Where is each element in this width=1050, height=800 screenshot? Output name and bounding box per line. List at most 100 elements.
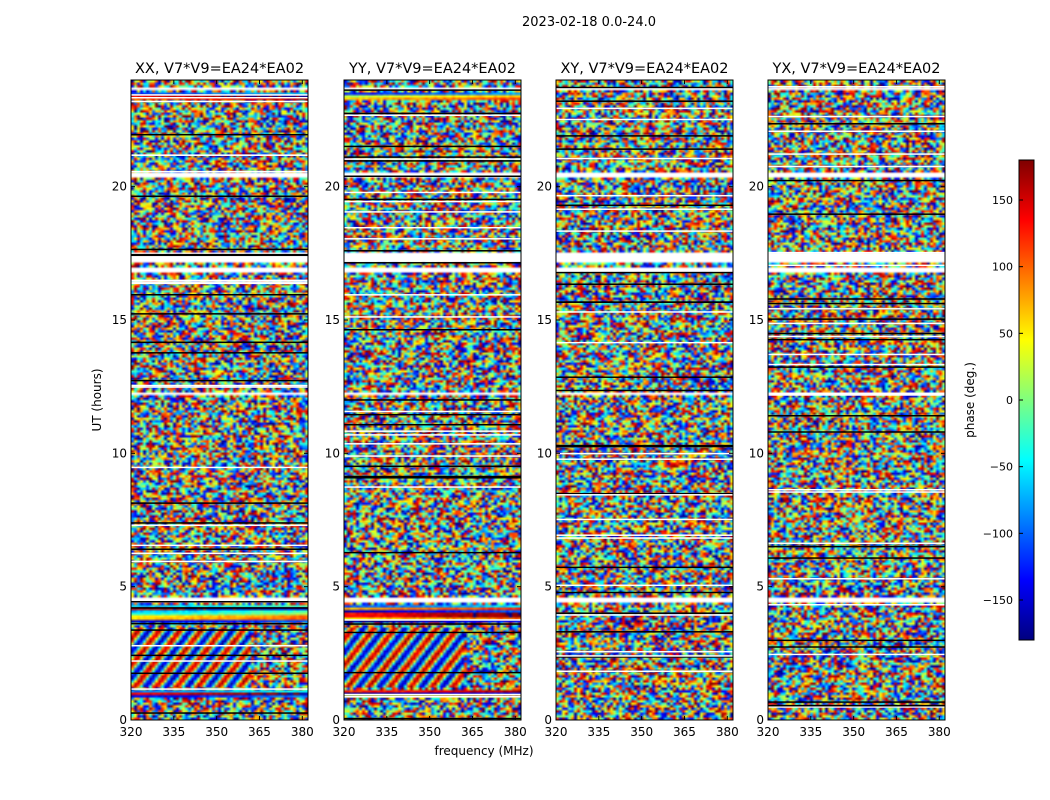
flag-stripe xyxy=(556,204,733,207)
flag-stripe xyxy=(556,389,733,392)
flag-stripe xyxy=(131,100,308,103)
flag-stripe xyxy=(556,341,733,344)
colorbar-tick-label: 150 xyxy=(992,194,1013,207)
flag-stripe xyxy=(131,672,308,675)
flag-stripe xyxy=(344,631,521,634)
flag-stripe xyxy=(768,338,945,341)
flag-stripe xyxy=(131,248,308,251)
flag-stripe xyxy=(344,211,521,213)
flag-stripe xyxy=(344,443,521,445)
x-tick-label: 365 xyxy=(248,725,271,739)
y-tick-label: 15 xyxy=(112,313,127,327)
flag-stripe xyxy=(344,477,521,479)
y-tick-label: 20 xyxy=(749,180,764,194)
flag-stripe xyxy=(344,619,521,621)
flag-stripe xyxy=(131,195,308,198)
flag-stripe xyxy=(344,434,521,436)
flag-stripe xyxy=(768,646,945,648)
x-tick-label: 320 xyxy=(545,725,568,739)
flag-stripe xyxy=(344,294,521,296)
y-tick-label: 0 xyxy=(119,713,127,727)
heatmap-xy xyxy=(556,80,733,720)
flag-stripe xyxy=(556,452,733,455)
y-axis-label: UT (hours) xyxy=(90,368,104,431)
flag-stripe xyxy=(556,283,733,285)
flag-stripe xyxy=(131,502,308,504)
flag-stripe xyxy=(556,376,733,378)
flag-stripe xyxy=(768,308,945,310)
y-tick-label: 15 xyxy=(537,313,552,327)
x-tick-label: 320 xyxy=(120,725,143,739)
x-tick-label: 350 xyxy=(205,725,228,739)
flag-stripe xyxy=(131,654,308,657)
flag-stripe xyxy=(556,256,733,259)
flag-stripe xyxy=(131,154,308,156)
flag-stripe xyxy=(556,591,733,594)
x-tick-label: 365 xyxy=(461,725,484,739)
flag-stripe xyxy=(131,629,308,631)
flag-stripe xyxy=(344,198,521,201)
flag-stripe xyxy=(344,156,521,158)
flag-stripe xyxy=(768,123,945,125)
flag-stripe xyxy=(131,352,308,354)
flag-stripe xyxy=(131,712,308,714)
x-tick-label: 320 xyxy=(333,725,356,739)
y-tick-label: 15 xyxy=(749,313,764,327)
flag-stripe xyxy=(768,298,945,300)
panel-frame xyxy=(555,79,734,721)
flag-stripe xyxy=(768,251,945,254)
flag-stripe xyxy=(131,544,308,547)
flag-stripe xyxy=(131,552,308,555)
x-tick-label: 350 xyxy=(842,725,865,739)
y-tick-label: 0 xyxy=(756,713,764,727)
flag-stripe xyxy=(131,466,308,469)
flag-stripe xyxy=(344,717,521,720)
flag-stripe xyxy=(131,281,308,283)
flag-stripe xyxy=(344,671,521,674)
flag-stripe xyxy=(556,311,733,313)
flag-stripe xyxy=(344,114,521,117)
flag-stripe xyxy=(131,522,308,524)
flag-stripe xyxy=(131,294,308,296)
flag-stripe xyxy=(768,353,945,356)
flag-stripe xyxy=(768,363,945,366)
panel-title-yx: YX, V7*V9=EA24*EA02 xyxy=(771,61,940,77)
flag-stripe xyxy=(556,584,733,587)
flag-stripe xyxy=(556,445,733,448)
flag-stripe xyxy=(768,653,945,656)
flag-stripe xyxy=(768,545,945,548)
flag-stripe xyxy=(131,644,308,647)
flag-stripe xyxy=(344,250,521,252)
flag-stripe xyxy=(556,670,733,673)
panel-frame xyxy=(343,79,522,721)
flag-stripe xyxy=(131,341,308,344)
colorbar-label: phase (deg.) xyxy=(963,362,977,438)
flag-stripe xyxy=(556,271,733,274)
flag-stripe xyxy=(556,650,733,653)
flag-stripe xyxy=(556,208,733,210)
flag-stripe xyxy=(131,660,308,662)
flag-stripe xyxy=(556,107,733,110)
flag-stripe xyxy=(556,444,733,447)
flag-stripe xyxy=(556,656,733,658)
flag-stripe xyxy=(768,85,945,88)
x-tick-label: 350 xyxy=(418,725,441,739)
flag-stripe xyxy=(768,701,945,703)
flag-stripe xyxy=(131,170,308,173)
x-tick-label: 335 xyxy=(587,725,610,739)
flag-stripe xyxy=(556,566,733,569)
panel-frame xyxy=(767,79,946,721)
flag-stripe xyxy=(131,313,308,315)
x-tick-label: 380 xyxy=(928,725,951,739)
colorbar: 150 100 50 0 −50 −100 −150 xyxy=(983,159,1035,641)
flag-stripe xyxy=(344,316,521,318)
flag-stripe xyxy=(131,379,308,382)
x-tick-label: 320 xyxy=(757,725,780,739)
flag-stripe xyxy=(556,458,733,460)
flag-stripe xyxy=(131,279,308,282)
flag-stripe xyxy=(131,282,308,285)
flag-stripe xyxy=(768,392,945,395)
flag-stripe xyxy=(768,415,945,417)
flag-stripe xyxy=(344,112,521,115)
x-tick-label: 380 xyxy=(291,725,314,739)
